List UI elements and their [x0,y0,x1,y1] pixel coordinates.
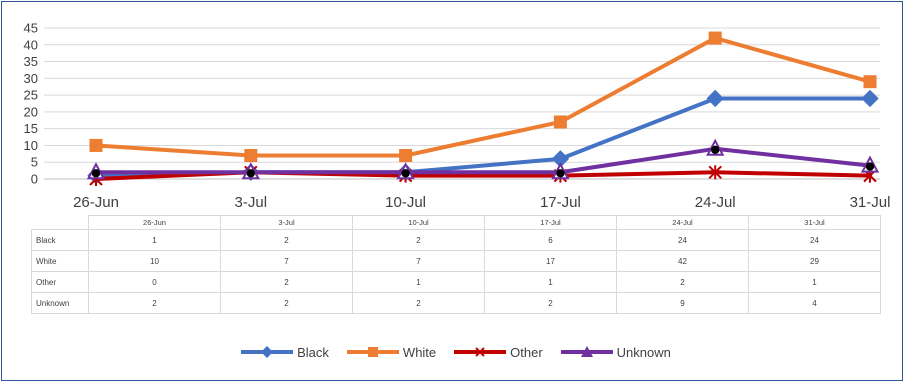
series-white [89,31,877,163]
y-tick-label: 45 [24,21,38,36]
legend: Black White Other Unknown [2,343,906,361]
legend-marker [367,347,378,357]
table-cell: 1 [748,271,881,293]
table-row-label: White [31,250,89,272]
table-row: Other 0 2 1 1 2 1 [31,271,881,293]
marker-dot [246,169,255,178]
series-other [89,165,877,186]
legend-item-unknown: Unknown [559,345,671,360]
legend-label: White [402,344,437,360]
marker-dot [91,169,101,178]
legend-marker [475,347,485,357]
table-cell: 1 [484,271,617,293]
data-point-white [863,75,877,89]
table-column-header: 26-Jun [88,215,221,230]
table-cell: 9 [616,292,749,314]
table-row-label: Unknown [31,292,89,314]
legend-item-black: Black [239,345,329,360]
series-line-unknown [94,146,872,175]
y-tick-label: 0 [31,172,38,187]
data-point-white [89,138,103,152]
series-line-white [94,36,872,158]
table-cell: 1 [88,229,221,251]
table-row-label: Black [31,229,89,251]
table-cell: 0 [88,271,221,293]
table-row: Unknown 2 2 2 2 9 4 [31,292,881,314]
legend-swatch-other [454,347,507,357]
table-cell: 6 [484,229,617,251]
table-header-row: 26-Jun 3-Jul 10-Jul 17-Jul 24-Jul 31-Jul [31,215,881,230]
table-cell: 2 [484,292,617,314]
table-cell: 7 [352,250,485,272]
y-tick-label: 30 [24,71,38,86]
table-cell: 17 [484,250,617,272]
table-column-header: 31-Jul [748,215,881,230]
table-column-header: 24-Jul [616,215,749,230]
table-cell: 2 [352,229,485,251]
table-cell: 29 [748,250,881,272]
x-tick-label: 31-Jul [850,194,891,211]
table-column-header: 3-Jul [220,215,353,230]
y-tick-label: 35 [24,54,38,69]
data-point-white [553,115,567,129]
legend-label: Black [297,344,329,360]
table-cell: 4 [748,292,881,314]
y-tick-label: 5 [31,155,38,170]
data-point-black [861,89,879,108]
table-cell: 1 [352,271,485,293]
table-column-header: 17-Jul [484,215,617,230]
legend-label: Unknown [616,344,671,360]
table-cell: 2 [616,271,749,293]
legend-item-white: White [345,345,436,360]
table-row: White 10 7 7 17 42 29 [31,250,881,272]
x-tick-label: 24-Jul [695,194,736,211]
y-tick-label: 15 [24,121,38,136]
table-cell: 2 [352,292,485,314]
y-tick-label: 10 [24,138,38,153]
table-column-header: 10-Jul [352,215,485,230]
data-point-white [244,149,258,163]
data-point-white [708,31,722,45]
table-cell: 2 [88,292,221,314]
table-cell: 24 [748,229,881,251]
table-cell: 2 [220,271,353,293]
table-row-label: Other [31,271,89,293]
y-tick-label: 40 [24,37,38,52]
data-table: 26-Jun 3-Jul 10-Jul 17-Jul 24-Jul 31-Jul Blac… [31,215,881,314]
legend-swatch-black [241,346,294,358]
x-tick-label: 17-Jul [540,194,581,211]
marker-dot [556,169,565,178]
legend-marker [580,346,593,357]
table-cell: 2 [220,229,353,251]
table-corner [31,215,89,230]
table-cell: 2 [220,292,353,314]
marker-dot [711,145,720,154]
x-tick-label: 26-Jun [73,194,119,211]
marker-dot [401,169,410,178]
data-point-black [706,89,724,108]
table-row: Black 1 2 2 6 24 24 [31,229,881,251]
legend-item-other: Other [452,345,543,360]
table-cell: 42 [616,250,749,272]
x-tick-label: 10-Jul [385,194,426,211]
table-cell: 10 [88,250,221,272]
x-tick-label: 3-Jul [235,194,268,211]
legend-swatch-white [346,347,399,357]
series-unknown [86,138,880,180]
data-point-white [399,149,413,163]
legend-marker [261,346,274,358]
table-cell: 24 [616,229,749,251]
legend-label: Other [510,344,543,360]
table-cell: 7 [220,250,353,272]
data-point-other [708,165,722,180]
y-tick-label: 25 [24,88,38,103]
marker-dot [865,162,875,171]
legend-swatch-unknown [560,346,613,357]
y-tick-label: 20 [24,104,38,119]
